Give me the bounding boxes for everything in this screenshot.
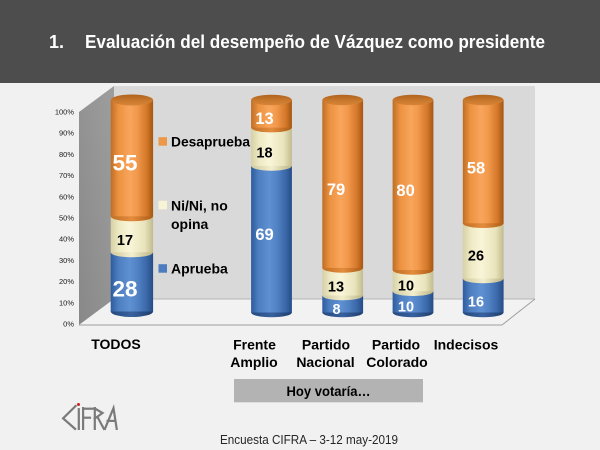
svg-text:Ni/Ni, no: Ni/Ni, no (171, 197, 228, 213)
svg-text:1.: 1. (49, 32, 64, 52)
svg-text:Colorado: Colorado (366, 354, 427, 370)
svg-text:Evaluación del desempeño de Vá: Evaluación del desempeño de Vázquez como… (85, 32, 545, 52)
svg-text:Aprueba: Aprueba (171, 260, 228, 276)
svg-text:70%: 70% (59, 171, 74, 180)
svg-text:Indecisos: Indecisos (434, 337, 499, 353)
svg-text:13: 13 (255, 110, 273, 128)
svg-text:Desaprueba: Desaprueba (171, 133, 250, 149)
svg-text:30%: 30% (59, 256, 74, 265)
svg-text:17: 17 (117, 233, 133, 249)
svg-text:26: 26 (468, 249, 484, 265)
svg-text:55: 55 (112, 151, 137, 176)
svg-text:10: 10 (398, 300, 414, 316)
svg-text:0%: 0% (63, 320, 74, 329)
svg-text:79: 79 (327, 181, 345, 199)
svg-text:Frente: Frente (233, 337, 276, 353)
svg-text:80: 80 (396, 182, 414, 200)
svg-text:50%: 50% (59, 214, 74, 223)
svg-text:Nacional: Nacional (296, 354, 354, 370)
svg-text:13: 13 (328, 279, 344, 295)
svg-text:Partido: Partido (372, 337, 420, 353)
svg-text:20%: 20% (59, 277, 74, 286)
svg-text:16: 16 (468, 295, 484, 311)
svg-text:Amplio: Amplio (230, 354, 277, 370)
svg-text:10%: 10% (59, 298, 74, 307)
svg-text:40%: 40% (59, 235, 74, 244)
svg-text:8: 8 (332, 302, 340, 318)
svg-text:80%: 80% (59, 150, 74, 159)
svg-text:TODOS: TODOS (91, 336, 141, 352)
svg-text:opina: opina (171, 216, 209, 232)
svg-text:28: 28 (112, 277, 137, 302)
svg-text:Hoy votaría…: Hoy votaría… (287, 383, 371, 399)
svg-text:18: 18 (256, 146, 272, 162)
svg-text:60%: 60% (59, 192, 74, 201)
svg-text:Partido: Partido (302, 337, 350, 353)
svg-text:90%: 90% (59, 129, 74, 138)
svg-text:10: 10 (398, 278, 414, 294)
svg-text:100%: 100% (55, 108, 75, 117)
svg-text:58: 58 (467, 160, 485, 178)
svg-text:Encuesta CIFRA – 3-12 may-2019: Encuesta CIFRA – 3-12 may-2019 (220, 433, 398, 447)
svg-text:69: 69 (255, 226, 273, 244)
